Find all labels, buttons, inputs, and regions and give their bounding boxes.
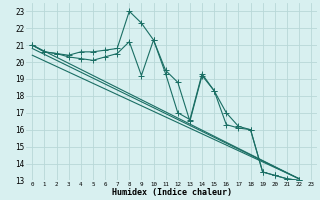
X-axis label: Humidex (Indice chaleur): Humidex (Indice chaleur) [112, 188, 232, 197]
